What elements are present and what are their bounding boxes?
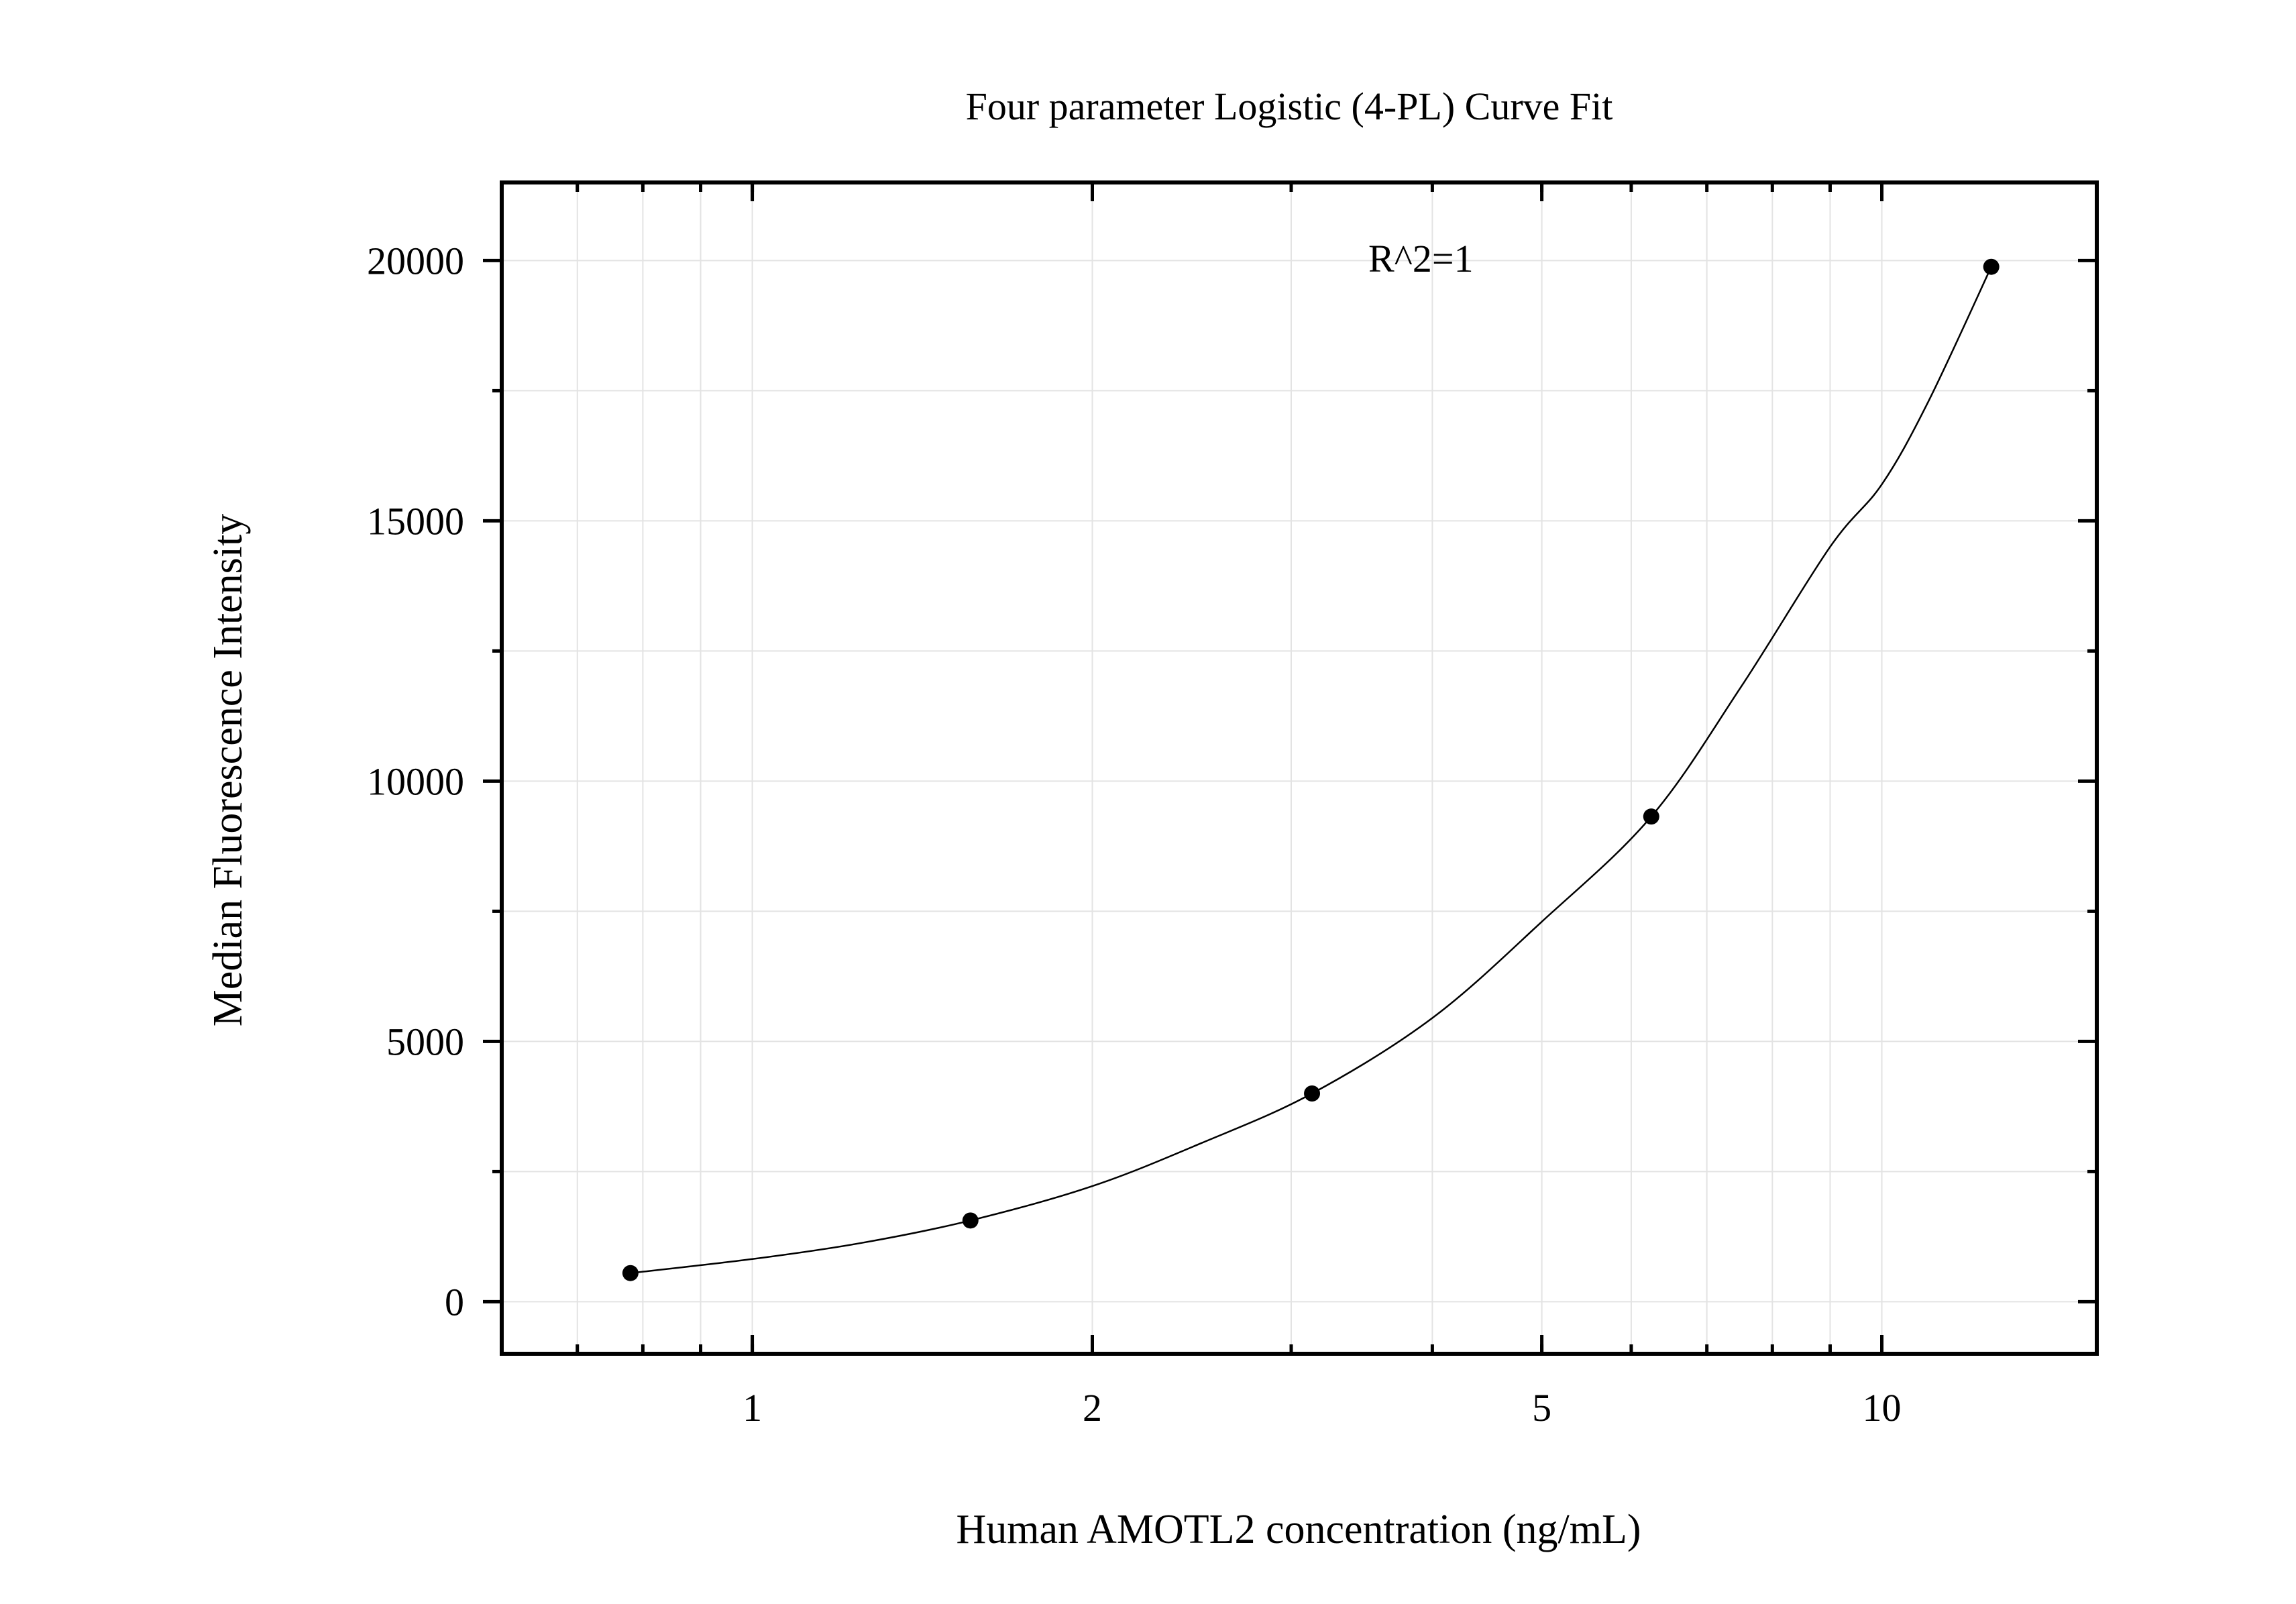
data-point (1983, 258, 2000, 275)
chart-title: Four parameter Logistic (4-PL) Curve Fit (966, 85, 1613, 128)
x-tick-label: 5 (1532, 1386, 1551, 1430)
data-point (1643, 808, 1659, 825)
fit-curve (630, 266, 1992, 1274)
grid-layer (501, 182, 2097, 1354)
points-layer (622, 258, 2000, 1281)
data-point (962, 1212, 979, 1229)
x-tick-label: 1 (743, 1386, 762, 1430)
tick-layer: 1 2 5 10 0 5000 10000 15000 20000 (367, 182, 2097, 1430)
r-squared-annotation: R^2=1 (1368, 237, 1474, 280)
y-tick-label: 5000 (386, 1020, 464, 1063)
y-tick-label: 15000 (367, 499, 464, 543)
data-point (622, 1265, 639, 1281)
y-tick-label: 20000 (367, 239, 464, 282)
x-axis-label: Human AMOTL2 concentration (ng/mL) (956, 1507, 1641, 1552)
x-tick-label: 10 (1862, 1386, 1901, 1430)
y-tick-label: 0 (445, 1280, 464, 1324)
plot-frame (500, 180, 2099, 1356)
y-axis-label: Median Fluorescence Intensity (205, 514, 251, 1026)
y-tick-label: 10000 (367, 759, 464, 803)
data-point (1304, 1085, 1321, 1102)
x-tick-label: 2 (1083, 1386, 1102, 1430)
